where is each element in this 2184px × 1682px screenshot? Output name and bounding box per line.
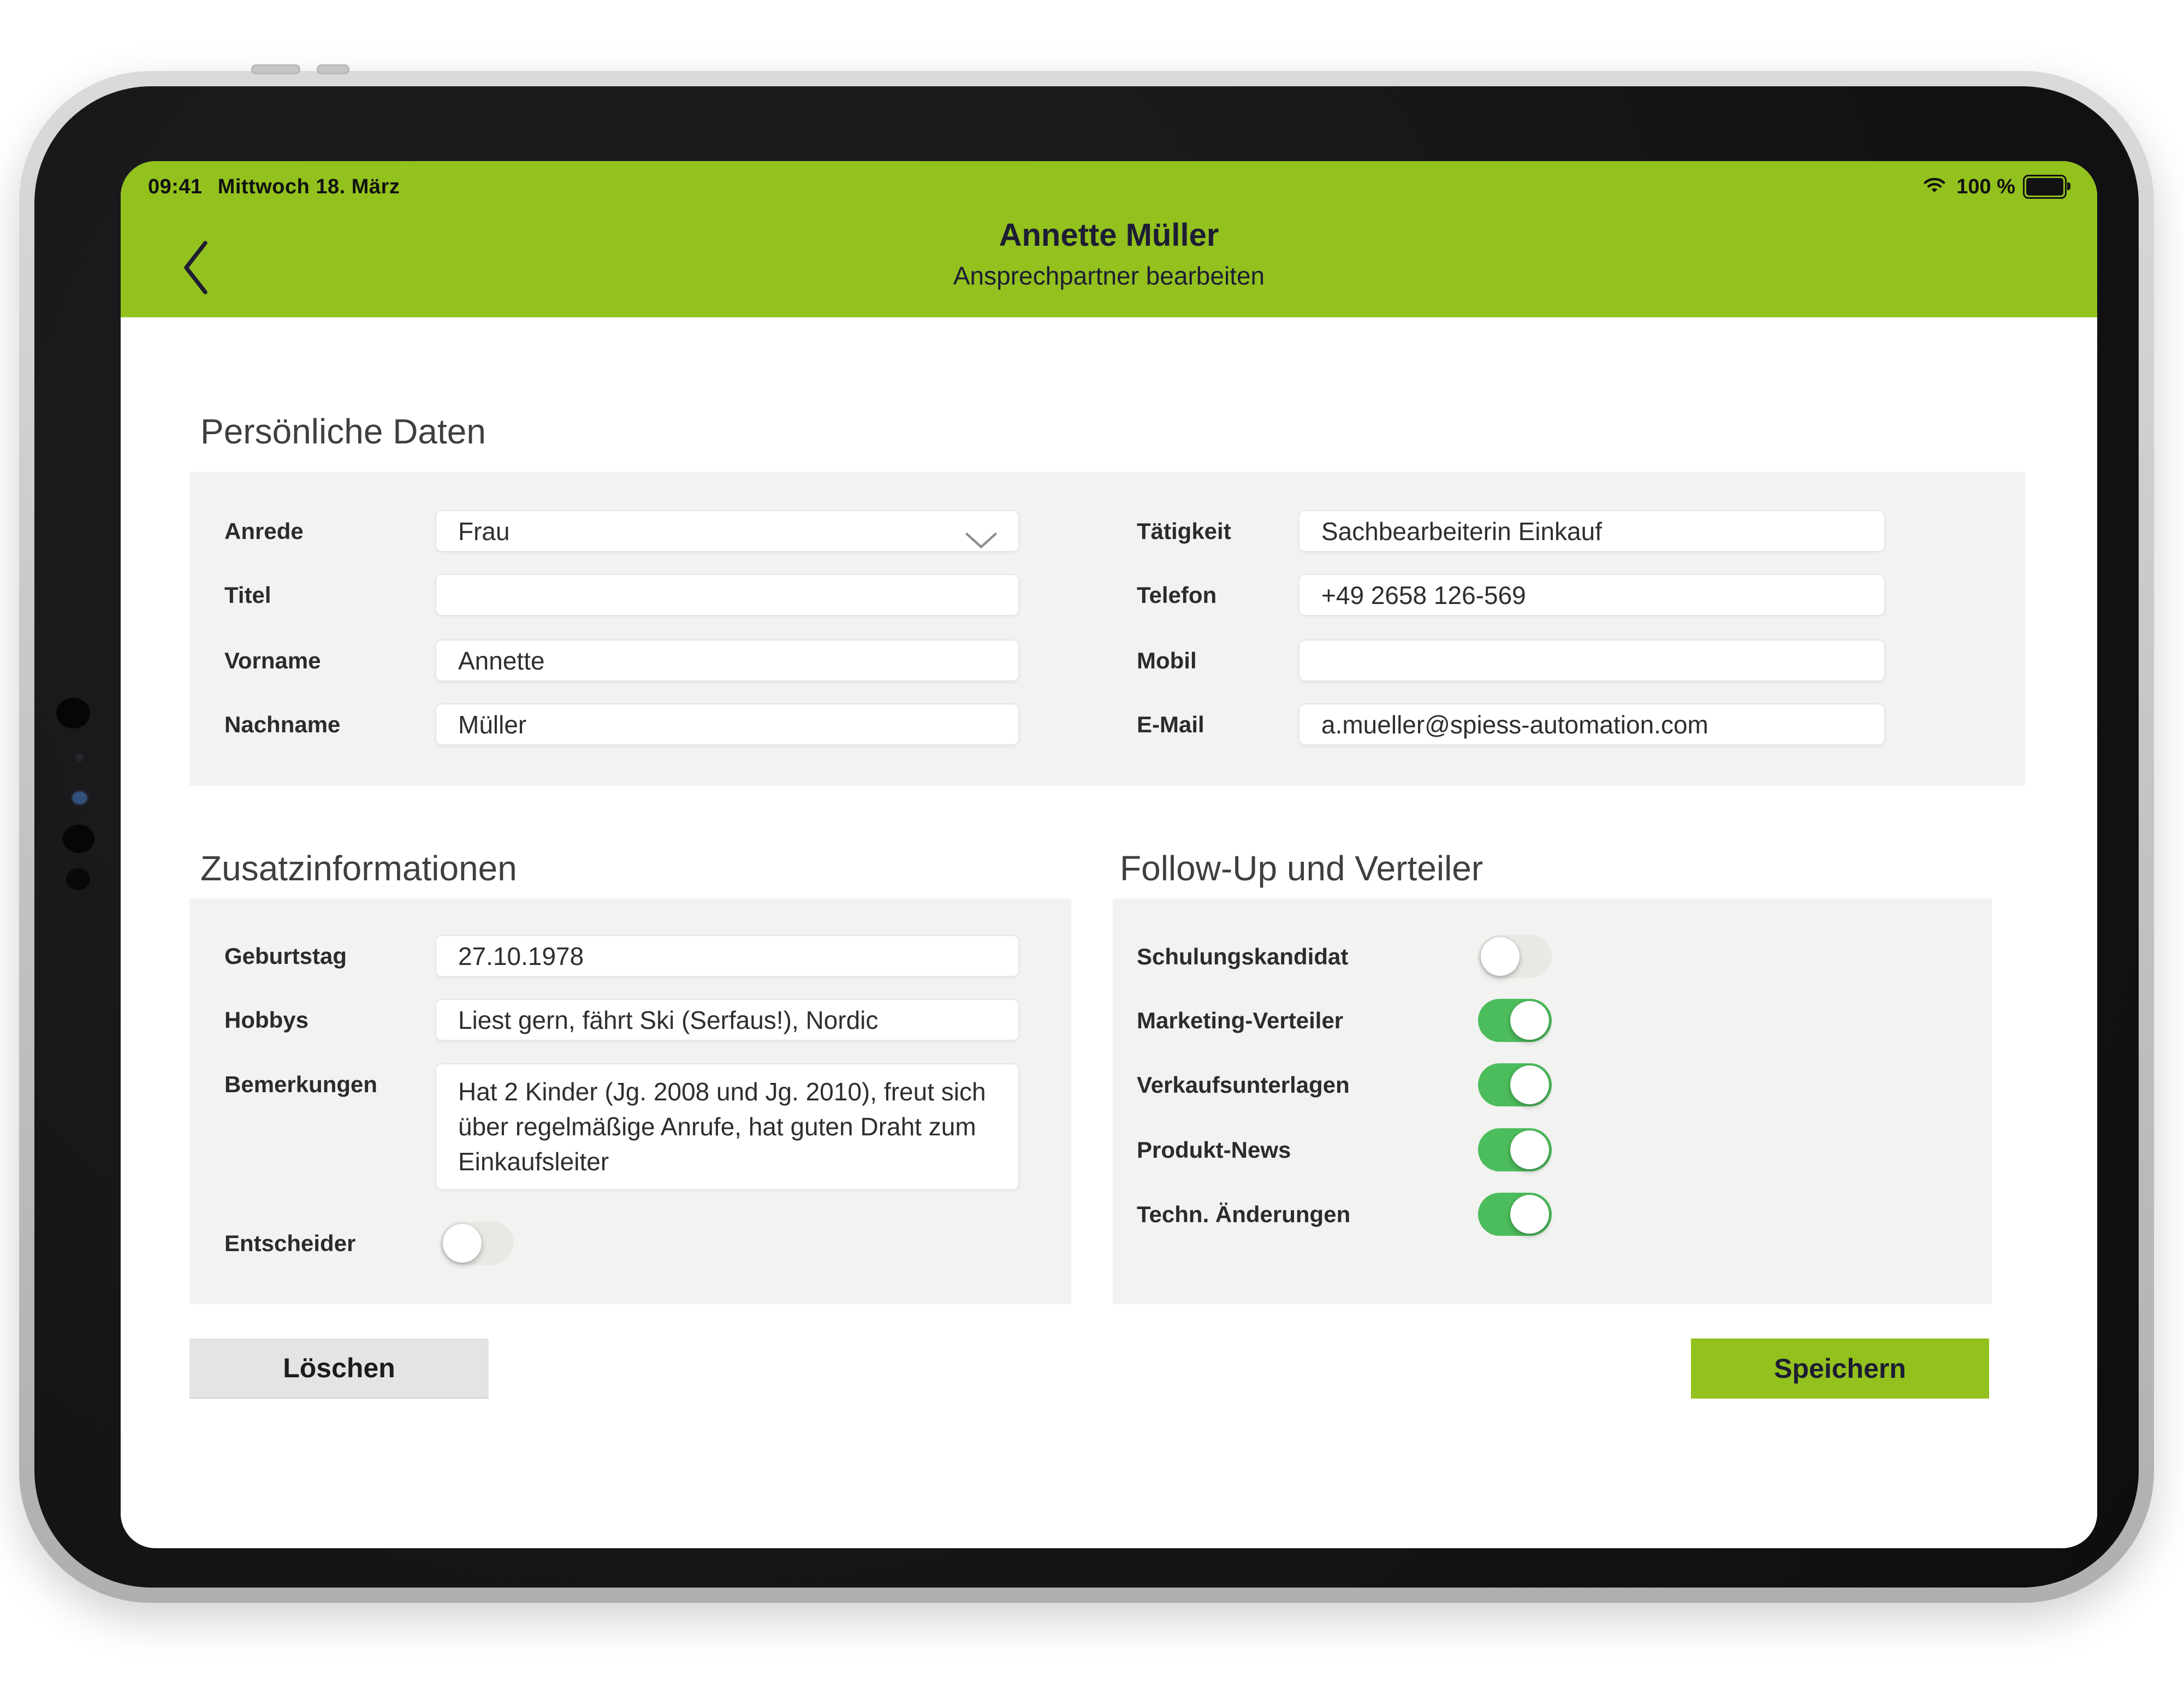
vorname-label: Vorname	[224, 647, 321, 673]
entscheider-toggle[interactable]	[440, 1222, 514, 1265]
titel-input[interactable]	[435, 574, 1019, 616]
marketing-verteiler-label: Marketing-Verteiler	[1137, 1007, 1344, 1033]
geburtstag-input[interactable]: 27.10.1978	[435, 935, 1019, 977]
nachname-label: Nachname	[224, 711, 341, 737]
bemerkungen-textarea[interactable]: Hat 2 Kinder (Jg. 2008 und Jg. 2010), fr…	[435, 1063, 1019, 1190]
ipad-bezel: 09:41 Mittwoch 18. März 1	[34, 86, 2139, 1588]
back-button[interactable]	[175, 238, 213, 298]
delete-button[interactable]: Löschen	[189, 1339, 489, 1399]
wifi-icon	[1920, 173, 1949, 200]
status-bar: 09:41 Mittwoch 18. März 1	[121, 161, 2097, 207]
email-input[interactable]: a.mueller@spiess-automation.com	[1298, 703, 1885, 745]
personal-data-panel: Anrede Frau Titel	[189, 472, 2025, 786]
marketing-verteiler-toggle[interactable]	[1478, 999, 1552, 1042]
verkaufsunterlagen-label: Verkaufsunterlagen	[1137, 1071, 1350, 1098]
save-button[interactable]: Speichern	[1691, 1339, 1989, 1399]
mobil-label: Mobil	[1137, 647, 1197, 673]
titel-label: Titel	[224, 582, 271, 608]
bemerkungen-label: Bemerkungen	[224, 1071, 378, 1097]
entscheider-label: Entscheider	[224, 1230, 356, 1256]
section-heading-personal: Persönliche Daten	[200, 412, 486, 451]
section-heading-followup: Follow-Up und Verteiler	[1120, 849, 1483, 888]
battery-icon	[2023, 175, 2070, 199]
chevron-down-icon	[963, 526, 1000, 556]
hobbys-label: Hobbys	[224, 1006, 309, 1033]
battery-percentage: 100 %	[1956, 175, 2015, 198]
taetigkeit-input[interactable]: Sachbearbeiterin Einkauf	[1298, 510, 1885, 552]
app-screen: 09:41 Mittwoch 18. März 1	[121, 161, 2097, 1548]
schulungskandidat-toggle[interactable]	[1478, 935, 1552, 978]
geburtstag-label: Geburtstag	[224, 943, 347, 969]
email-label: E-Mail	[1137, 711, 1204, 737]
section-heading-additional: Zusatzinformationen	[200, 849, 517, 888]
page-title: Annette Müller	[999, 217, 1219, 253]
techn-aenderungen-label: Techn. Änderungen	[1137, 1201, 1351, 1227]
anrede-select[interactable]: Frau	[435, 510, 1019, 552]
additional-info-panel: Geburtstag 27.10.1978 Hobbys Liest gern,…	[189, 898, 1071, 1304]
sensor-dot-icon	[66, 868, 90, 890]
camera-lens-icon	[56, 698, 90, 729]
telefon-label: Telefon	[1137, 582, 1217, 608]
sensor-dot-icon	[74, 752, 85, 763]
verkaufsunterlagen-toggle[interactable]	[1478, 1063, 1552, 1106]
produkt-news-toggle[interactable]	[1478, 1128, 1552, 1171]
header-bar: 09:41 Mittwoch 18. März 1	[121, 161, 2097, 317]
ipad-device: 09:41 Mittwoch 18. März 1	[19, 64, 2154, 1603]
form-content: Persönliche Daten Anrede Frau	[121, 317, 2097, 1548]
techn-aenderungen-toggle[interactable]	[1478, 1193, 1552, 1236]
followup-panel: Schulungskandidat Marketing-Verteiler Ve…	[1113, 898, 1992, 1304]
nachname-input[interactable]: Müller	[435, 703, 1019, 745]
volume-down-button	[317, 64, 349, 74]
status-time: 09:41	[148, 175, 203, 198]
hobbys-input[interactable]: Liest gern, fährt Ski (Serfaus!), Nordic	[435, 999, 1019, 1041]
vorname-input[interactable]: Annette	[435, 639, 1019, 682]
schulungskandidat-label: Schulungskandidat	[1137, 943, 1349, 969]
mobil-input[interactable]	[1298, 639, 1885, 682]
telefon-input[interactable]: +49 2658 126-569	[1298, 574, 1885, 616]
status-date: Mittwoch 18. März	[217, 175, 400, 198]
navigation-bar: Annette Müller Ansprechpartner bearbeite…	[121, 207, 2097, 317]
volume-up-button	[251, 64, 300, 74]
taetigkeit-label: Tätigkeit	[1137, 518, 1231, 544]
anrede-label: Anrede	[224, 518, 304, 544]
produkt-news-label: Produkt-News	[1137, 1136, 1291, 1163]
front-camera-icon	[73, 792, 87, 804]
camera-lens-icon	[63, 825, 94, 853]
page-subtitle: Ansprechpartner bearbeiten	[953, 262, 1265, 290]
